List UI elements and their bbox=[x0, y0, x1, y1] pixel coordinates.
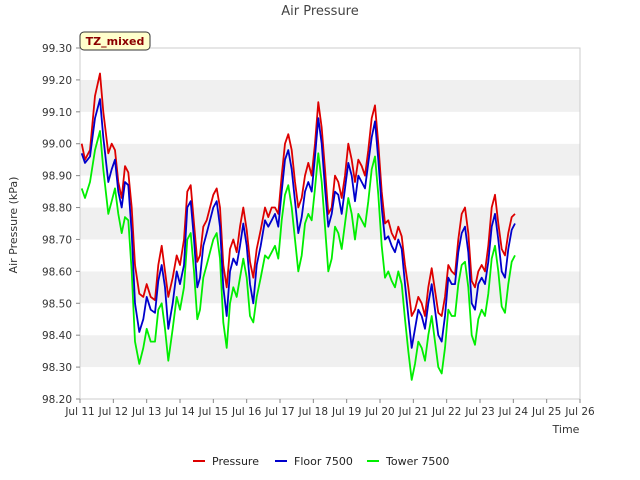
x-tick-label: Jul 20 bbox=[364, 406, 394, 418]
y-axis-ticks: 98.20 98.30 98.40 98.50 98.60 98.70 98.80 98.90… bbox=[42, 43, 80, 406]
series-lines bbox=[80, 72, 516, 381]
x-tick-label: Jul 21 bbox=[398, 406, 428, 418]
x-tick-label: Jul 18 bbox=[298, 406, 328, 418]
y-tick-label: 99.30 bbox=[42, 43, 72, 55]
background-band bbox=[80, 367, 580, 399]
x-axis-ticks: Jul 11 Jul 12 Jul 13 Jul 14 Jul 15 Jul 16 Jul … bbox=[64, 399, 595, 418]
series-line-tower-7500 bbox=[80, 130, 516, 381]
x-tick-label: Jul 14 bbox=[164, 406, 195, 418]
y-tick-label: 99.20 bbox=[42, 75, 72, 87]
y-tick-label: 98.80 bbox=[42, 203, 72, 215]
x-tick-label: Jul 13 bbox=[131, 406, 161, 418]
x-tick-label: Jul 23 bbox=[464, 406, 494, 418]
x-tick-label: Jul 25 bbox=[531, 406, 561, 418]
y-tick-label: 98.70 bbox=[42, 234, 72, 246]
legend: Pressure Floor 7500 Tower 7500 bbox=[193, 455, 449, 468]
y-tick-label: 99.00 bbox=[42, 139, 72, 151]
background-band bbox=[80, 143, 580, 176]
x-tick-label: Jul 15 bbox=[198, 406, 228, 418]
chart-title: Air Pressure bbox=[281, 4, 359, 19]
tz-badge: TZ_mixed bbox=[79, 31, 151, 51]
x-tick-label: Jul 24 bbox=[498, 406, 529, 418]
y-tick-label: 98.90 bbox=[42, 171, 72, 183]
x-tick-label: Jul 16 bbox=[231, 406, 262, 418]
background-band bbox=[80, 79, 580, 112]
legend-label: Tower 7500 bbox=[385, 455, 449, 468]
background-band bbox=[80, 175, 580, 208]
series-line-pressure bbox=[80, 72, 516, 317]
x-tick-label: Jul 19 bbox=[331, 406, 361, 418]
y-tick-label: 98.20 bbox=[42, 394, 72, 406]
x-tick-label: Jul 26 bbox=[564, 406, 595, 418]
legend-label: Pressure bbox=[212, 455, 259, 468]
y-tick-label: 98.40 bbox=[42, 330, 72, 342]
background-band bbox=[80, 335, 580, 368]
background-band bbox=[80, 48, 580, 80]
plot-area-border bbox=[79, 47, 581, 400]
y-tick-label: 98.60 bbox=[42, 266, 72, 278]
series-line-floor-7500 bbox=[80, 98, 516, 349]
y-tick-label: 98.30 bbox=[42, 362, 72, 374]
x-tick-label: Jul 17 bbox=[264, 406, 294, 418]
tz-badge-box bbox=[79, 31, 151, 51]
background-band bbox=[80, 111, 580, 144]
y-axis-title: Air Pressure (kPa) bbox=[7, 177, 20, 274]
tz-badge-label: TZ_mixed bbox=[86, 35, 145, 48]
y-tick-label: 98.50 bbox=[42, 298, 72, 310]
x-tick-label: Jul 22 bbox=[431, 406, 461, 418]
x-tick-label: Jul 11 bbox=[64, 406, 94, 418]
x-axis-title: Time bbox=[552, 423, 580, 436]
y-tick-label: 99.10 bbox=[42, 107, 72, 119]
legend-label: Floor 7500 bbox=[294, 455, 353, 468]
x-tick-label: Jul 12 bbox=[98, 406, 128, 418]
